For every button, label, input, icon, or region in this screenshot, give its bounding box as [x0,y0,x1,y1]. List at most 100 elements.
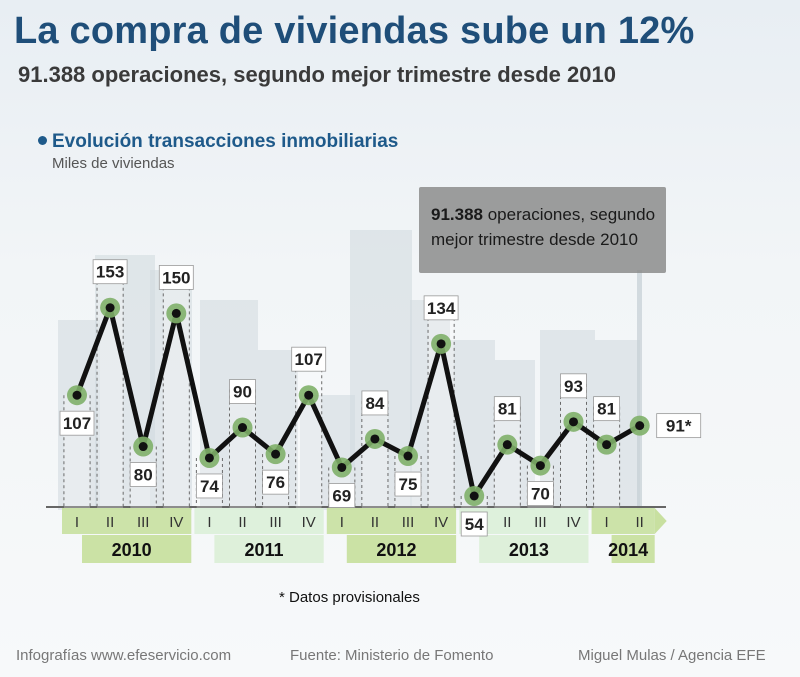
year-label: 2013 [509,540,549,560]
data-point [497,434,518,455]
footer-credit-left: Infografías www.efeservicio.com [16,647,232,664]
data-label: 75 [394,471,422,497]
point-core [535,461,545,471]
quarter-label: III [402,514,415,531]
data-label-text: 74 [200,477,219,496]
point-core [171,308,181,318]
data-point [199,447,220,468]
data-point [133,436,154,457]
data-label: 54 [460,511,488,537]
data-label-text: 134 [427,299,456,318]
data-label-box [460,511,488,537]
point-core [271,449,281,459]
data-point [100,297,121,318]
crane-pole [637,270,642,510]
data-label-box [262,469,290,495]
quarter-label: II [238,514,246,531]
year-label: 2014 [608,540,648,560]
data-label: 90 [229,379,256,404]
point-core [204,453,214,463]
data-point [464,486,485,506]
quarter-label: I [75,514,79,531]
data-label-box [129,462,157,487]
year-band-2014 [611,535,655,563]
quarter-label: I [207,514,211,531]
chart-title: Evolución transacciones inmobiliarias [36,131,398,153]
data-label-box [560,373,587,399]
quarter-label: II [371,514,379,531]
data-label-box [291,346,327,372]
quarter-band-2014 [591,508,655,534]
data-label-box [195,473,223,499]
data-label-text: 90 [233,383,252,402]
data-label-text: 91* [666,417,692,436]
data-point [629,415,650,436]
quarter-band-2010 [62,508,192,534]
highlight-callout: 91.388 operaciones, segundo mejor trimes… [419,187,666,273]
data-label: 150 [158,265,194,290]
quarter-label: IV [302,514,316,531]
quarter-band-2011 [194,508,324,534]
point-core [502,440,512,450]
data-point [298,385,319,406]
data-label-text: 93 [564,377,583,396]
point-core [635,421,645,431]
callout-text-line1: operaciones, segundo [483,205,656,224]
point-core [105,303,115,313]
data-label-box [229,379,256,404]
quarter-label: III [269,514,282,531]
bullet-dot-icon [38,136,47,145]
year-band-2010 [82,535,192,563]
point-core [370,434,380,444]
guide-fill [229,389,256,508]
data-point [232,417,253,438]
year-band-2013 [479,535,589,563]
data-label-text: 81 [498,400,517,419]
data-label-text: 153 [96,263,124,282]
point-core [469,491,479,501]
page-subtitle: 91.388 operaciones, segundo mejor trimes… [18,62,616,87]
quarter-label: II [636,514,644,531]
data-point [166,303,187,324]
data-point [563,411,584,432]
data-label-box [361,390,389,416]
data-label-text: 81 [597,400,616,419]
year-label: 2012 [376,540,416,560]
data-label-text: 107 [63,414,91,433]
footer-credit-right: Miguel Mulas / Agencia EFE [578,647,766,664]
data-label: 69 [328,483,356,508]
data-label-text: 75 [399,475,418,494]
data-label: 107 [59,410,95,436]
data-label-box [593,396,620,422]
quarter-label: IV [434,514,448,531]
data-point [596,434,617,455]
year-band-2011 [214,535,324,563]
data-label-text: 150 [162,268,190,287]
data-point [530,455,551,476]
point-core [436,339,446,349]
year-band-2012 [346,535,457,563]
data-point [364,428,385,449]
point-core [403,451,413,461]
data-label: 93 [560,373,587,399]
data-label: 91* [656,413,702,439]
data-label: 81 [593,396,620,422]
quarter-label: III [534,514,547,531]
point-core [138,442,148,452]
quarter-label: IV [169,514,183,531]
data-label-text: 80 [134,466,153,485]
data-label: 74 [195,473,223,499]
footnote: * Datos provisionales [279,589,420,606]
page-title: La compra de viviendas sube un 12% [14,10,695,52]
quarter-label: IV [566,514,580,531]
callout-text-line2: mejor trimestre desde 2010 [431,230,638,249]
data-label-text: 76 [266,473,285,492]
guide-fill [295,357,322,508]
data-point [67,385,87,406]
data-label: 107 [291,346,327,372]
data-label: 70 [527,481,554,506]
guide-fill [361,400,388,508]
data-label-box [59,410,95,436]
